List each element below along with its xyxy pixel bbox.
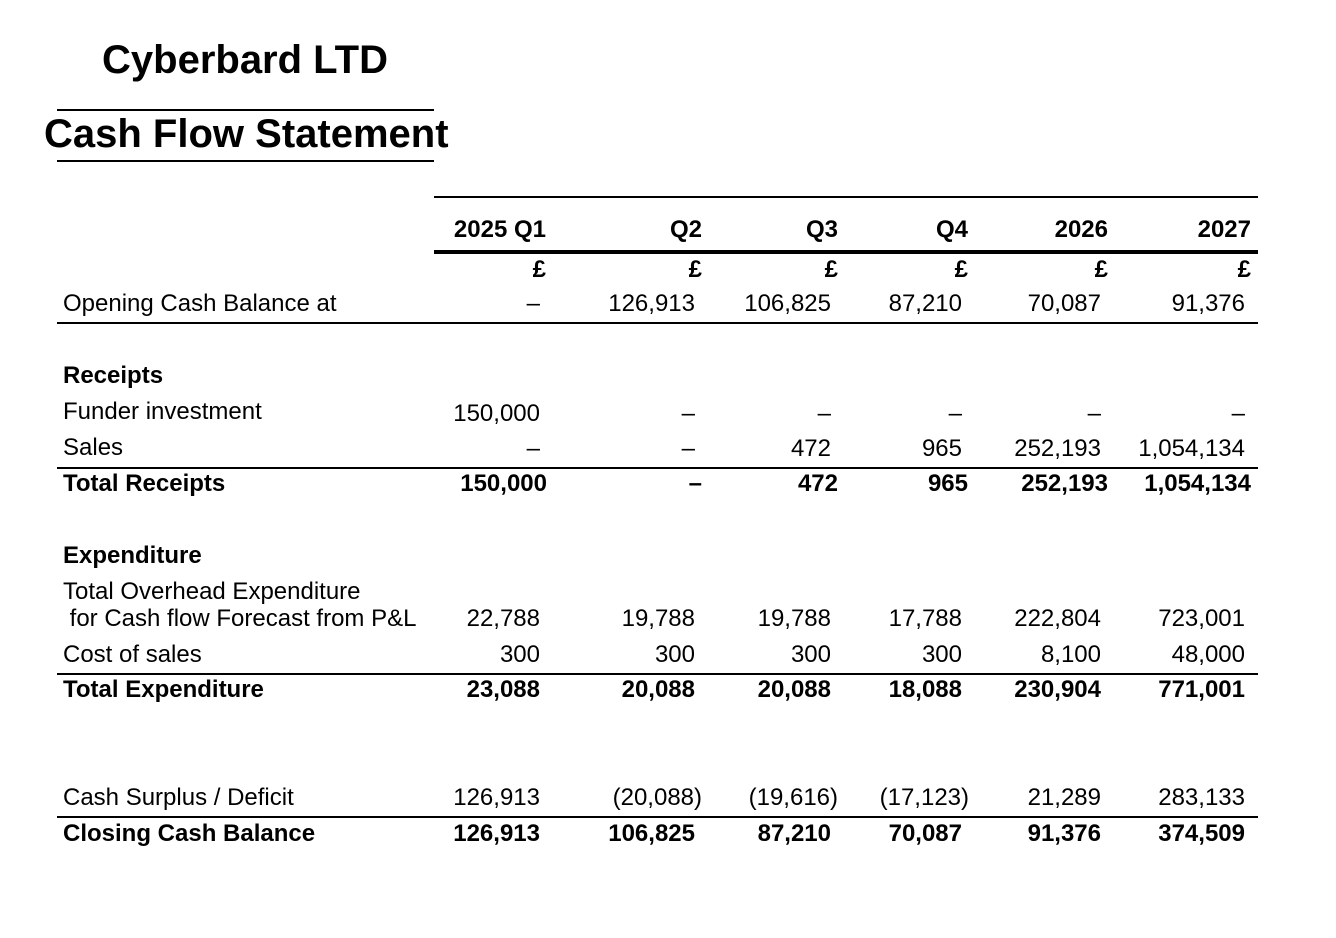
expenditure-heading: Expenditure <box>63 542 202 569</box>
currency-symbol: £ <box>824 256 838 283</box>
opening-balance-value: 91,376 <box>1171 290 1245 317</box>
header-bottom-rule <box>434 250 1258 254</box>
funder-investment-value: – <box>1087 400 1101 427</box>
closing-balance-value: 70,087 <box>888 820 962 847</box>
cost-of-sales-label: Cost of sales <box>63 641 202 668</box>
opening-balance-value: 70,087 <box>1027 290 1101 317</box>
currency-symbol: £ <box>688 256 702 283</box>
title-bottom-rule <box>57 160 434 162</box>
cash-surplus-value: (17,123) <box>879 784 969 811</box>
currency-symbol: £ <box>954 256 968 283</box>
cash-surplus-value: 21,289 <box>1027 784 1101 811</box>
sales-value: – <box>681 435 695 462</box>
opening-balance-value: 126,913 <box>608 290 695 317</box>
overhead-label: for Cash flow Forecast from P&L <box>63 605 417 632</box>
expenditure-rule <box>57 673 1258 675</box>
sales-value: 472 <box>790 435 831 462</box>
cost-of-sales-value: 300 <box>499 641 540 668</box>
opening-balance-value: 87,210 <box>888 290 962 317</box>
header-top-rule <box>434 196 1258 198</box>
total-receipts-value: – <box>688 470 702 497</box>
receipts-heading: Receipts <box>63 362 164 389</box>
cost-of-sales-value: 300 <box>790 641 831 668</box>
closing-balance-value: 126,913 <box>453 820 540 847</box>
cost-of-sales-value: 8,100 <box>1040 641 1101 668</box>
cost-of-sales-value: 300 <box>654 641 695 668</box>
overhead-value: 19,788 <box>621 605 695 632</box>
cash-surplus-value: (20,088) <box>612 784 702 811</box>
cost-of-sales-value: 300 <box>921 641 962 668</box>
cash-surplus-value: 283,133 <box>1158 784 1245 811</box>
sales-value: – <box>526 435 540 462</box>
opening-balance-rule <box>57 322 1258 324</box>
overhead-label: Total Overhead Expenditure <box>63 578 361 605</box>
col-header-q3: Q3 <box>805 216 838 243</box>
funder-investment-value: – <box>948 400 962 427</box>
cash-surplus-value: 126,913 <box>453 784 540 811</box>
funder-investment-label: Funder investment <box>63 398 262 425</box>
title-top-rule <box>57 109 434 111</box>
total-receipts-value: 252,193 <box>1021 470 1108 497</box>
col-header-q2: Q2 <box>669 216 702 243</box>
total-expenditure-value: 230,904 <box>1014 676 1101 703</box>
sales-value: 1,054,134 <box>1138 435 1245 462</box>
closing-balance-label: Closing Cash Balance <box>63 820 316 847</box>
total-expenditure-value: 20,088 <box>757 676 831 703</box>
total-expenditure-label: Total Expenditure <box>63 676 264 703</box>
overhead-value: 17,788 <box>888 605 962 632</box>
total-receipts-value: 965 <box>927 470 968 497</box>
total-expenditure-value: 20,088 <box>621 676 695 703</box>
total-expenditure-value: 23,088 <box>466 676 540 703</box>
sales-value: 252,193 <box>1014 435 1101 462</box>
col-header-2026: 2026 <box>1054 216 1108 243</box>
cost-of-sales-value: 48,000 <box>1171 641 1245 668</box>
surplus-rule <box>57 816 1258 818</box>
col-header-2027: 2027 <box>1197 216 1251 243</box>
sales-label: Sales <box>63 434 124 461</box>
overhead-value: 22,788 <box>466 605 540 632</box>
overhead-value: 19,788 <box>757 605 831 632</box>
funder-investment-value: – <box>681 400 695 427</box>
total-expenditure-value: 771,001 <box>1158 676 1245 703</box>
opening-balance-value: 106,825 <box>744 290 831 317</box>
total-receipts-value: 472 <box>797 470 838 497</box>
overhead-value: 222,804 <box>1014 605 1101 632</box>
statement-title: Cash Flow Statement <box>44 112 449 156</box>
cash-surplus-label: Cash Surplus / Deficit <box>63 784 294 811</box>
closing-balance-value: 91,376 <box>1027 820 1101 847</box>
funder-investment-value: – <box>817 400 831 427</box>
total-receipts-label: Total Receipts <box>63 470 226 497</box>
company-name: Cyberbard LTD <box>102 38 388 82</box>
closing-balance-value: 87,210 <box>757 820 831 847</box>
opening-balance-value: – <box>526 290 540 317</box>
closing-balance-value: 106,825 <box>608 820 695 847</box>
currency-symbol: £ <box>1237 256 1251 283</box>
closing-balance-value: 374,509 <box>1158 820 1245 847</box>
col-header-q4: Q4 <box>935 216 968 243</box>
total-receipts-value: 150,000 <box>460 470 547 497</box>
currency-symbol: £ <box>1094 256 1108 283</box>
col-header-2025-q1: 2025 Q1 <box>453 216 546 243</box>
cash-surplus-value: (19,616) <box>748 784 838 811</box>
opening-balance-label: Opening Cash Balance at <box>63 290 337 317</box>
currency-symbol: £ <box>532 256 546 283</box>
total-expenditure-value: 18,088 <box>888 676 962 703</box>
funder-investment-value: 150,000 <box>453 400 540 427</box>
overhead-value: 723,001 <box>1158 605 1245 632</box>
sales-value: 965 <box>921 435 962 462</box>
receipts-rule <box>57 467 1258 469</box>
total-receipts-value: 1,054,134 <box>1144 470 1251 497</box>
funder-investment-value: – <box>1231 400 1245 427</box>
